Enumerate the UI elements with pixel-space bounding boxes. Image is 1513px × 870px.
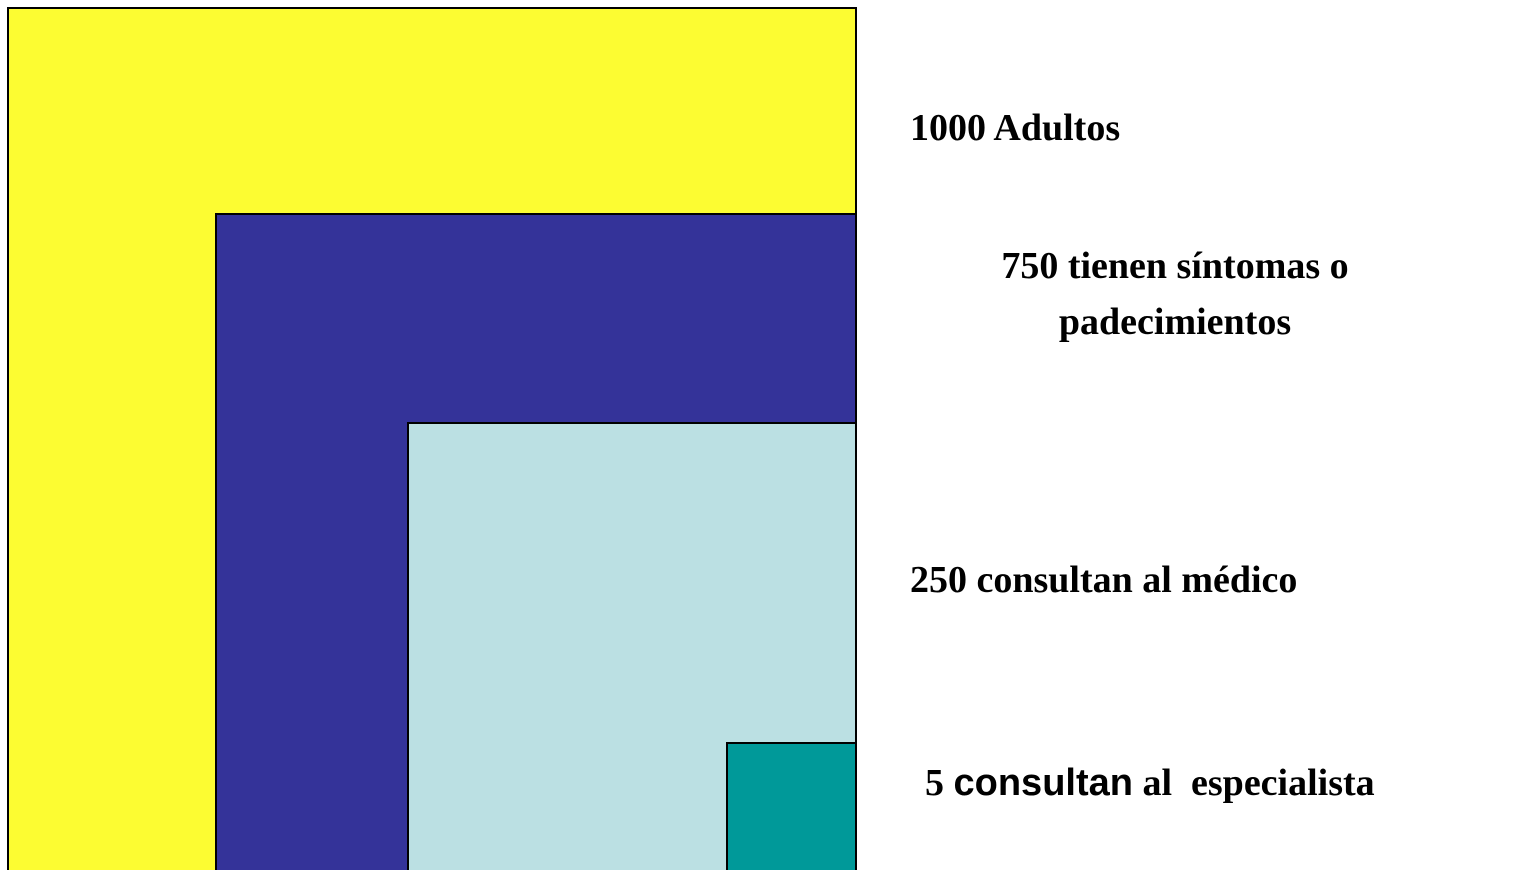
label-part: consultan (954, 762, 1133, 804)
label-part: al especialista (1142, 762, 1374, 804)
label-symptoms: 750 tienen síntomas o (1001, 245, 1348, 287)
label-adults: 1000 Adultos (910, 107, 1120, 149)
label-specialist: 5 consultan al especialista (925, 762, 1375, 804)
label-doctor: 250 consultan al médico (910, 559, 1297, 601)
square-specialist (726, 742, 857, 870)
label-part: 5 (925, 762, 944, 804)
label-symptoms: padecimientos (1059, 301, 1291, 343)
